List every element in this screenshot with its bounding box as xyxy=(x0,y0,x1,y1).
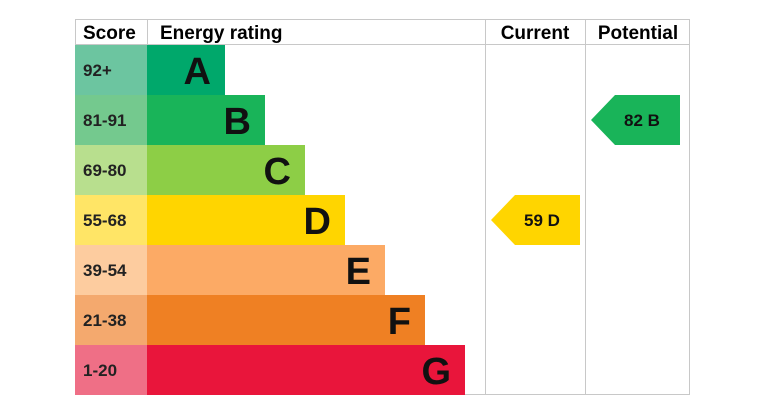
header-potential: Potential xyxy=(598,23,678,44)
rating-arrows: 59 D 82 B xyxy=(491,95,680,245)
rating-bar-a xyxy=(147,45,225,95)
score-range-d: 55-68 xyxy=(83,211,126,230)
score-range-b: 81-91 xyxy=(83,111,126,130)
score-cell-e xyxy=(75,245,147,295)
rating-letter-d: D xyxy=(304,201,331,243)
score-range-c: 69-80 xyxy=(83,161,126,180)
rating-letter-b: B xyxy=(224,101,251,143)
rating-letter-g: G xyxy=(421,351,451,393)
rating-bar-f xyxy=(147,295,425,345)
current-arrow xyxy=(491,195,580,245)
header-current: Current xyxy=(501,23,570,44)
potential-arrow xyxy=(591,95,680,145)
rating-bar-e xyxy=(147,245,385,295)
rating-bar-d xyxy=(147,195,345,245)
rating-bar-g xyxy=(147,345,465,395)
score-cell-c xyxy=(75,145,147,195)
score-range-e: 39-54 xyxy=(83,261,127,280)
current-rating-label: 59 D xyxy=(524,211,560,230)
rating-bands: 92+ A 81-91 B 69-80 C 55-68 D 39-54 E 21-38 F 1-20 G xyxy=(75,45,465,395)
score-cell-b xyxy=(75,95,147,145)
rating-letter-e: E xyxy=(346,251,371,293)
header-energy-rating: Energy rating xyxy=(160,23,282,44)
score-range-f: 21-38 xyxy=(83,311,126,330)
score-cell-g xyxy=(75,345,147,395)
score-range-a: 92+ xyxy=(83,61,112,80)
rating-bar-b xyxy=(147,95,265,145)
score-cell-f xyxy=(75,295,147,345)
header-score: Score xyxy=(83,23,136,44)
score-cell-a xyxy=(75,45,147,95)
rating-letter-f: F xyxy=(388,301,411,343)
score-cell-d xyxy=(75,195,147,245)
rating-letter-c: C xyxy=(264,151,291,193)
rating-letter-a: A xyxy=(184,51,211,93)
potential-rating-label: 82 B xyxy=(624,111,660,130)
rating-bar-c xyxy=(147,145,305,195)
score-range-g: 1-20 xyxy=(83,361,117,380)
